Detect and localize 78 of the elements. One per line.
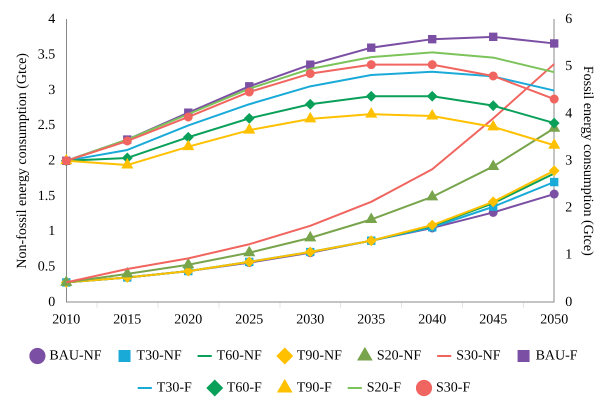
x-tick-label: 2050 bbox=[540, 312, 568, 328]
point bbox=[244, 87, 254, 96]
legend-label: S20-NF bbox=[376, 348, 422, 364]
x-tick-label: 2040 bbox=[418, 312, 446, 328]
legend-label: T30-NF bbox=[136, 348, 182, 364]
y2-axis-title: Fossil energy consumption (Gtce) bbox=[580, 66, 595, 256]
x-tick-label: 2035 bbox=[357, 312, 386, 328]
point bbox=[244, 124, 255, 134]
point bbox=[548, 139, 560, 149]
point bbox=[488, 71, 498, 80]
point bbox=[304, 232, 316, 242]
y2-tick-label: 5 bbox=[565, 59, 572, 74]
y-tick-label: 3 bbox=[48, 82, 56, 98]
point bbox=[304, 112, 316, 122]
y-tick-label: 0 bbox=[48, 294, 56, 310]
legend-label: S30-F bbox=[436, 380, 470, 396]
y-tick-label: 2 bbox=[48, 153, 56, 168]
point bbox=[182, 140, 194, 150]
point bbox=[488, 196, 498, 207]
point bbox=[550, 94, 559, 104]
x-tick-label: 2025 bbox=[235, 312, 264, 328]
point bbox=[427, 91, 438, 102]
legend-label: T30-F bbox=[156, 380, 192, 396]
point bbox=[244, 113, 254, 124]
point bbox=[366, 60, 376, 70]
y-tick-label: 4 bbox=[48, 12, 56, 28]
point bbox=[366, 108, 377, 118]
point bbox=[428, 60, 437, 70]
y2-tick-label: 6 bbox=[565, 12, 572, 28]
point bbox=[306, 69, 315, 78]
legend-label: BAU-NF bbox=[49, 348, 102, 364]
y2-tick-label: 2 bbox=[565, 200, 572, 216]
legend-label: BAU-F bbox=[536, 348, 578, 364]
point bbox=[549, 118, 560, 128]
point bbox=[427, 220, 438, 230]
point bbox=[244, 246, 255, 256]
x-tick-label: 2045 bbox=[479, 312, 508, 328]
point bbox=[488, 100, 498, 111]
point bbox=[426, 190, 438, 200]
legend-label: T60-NF bbox=[216, 348, 262, 364]
legend-label: T90-NF bbox=[296, 348, 342, 364]
point bbox=[184, 112, 193, 122]
x-tick-label: 2020 bbox=[174, 312, 202, 328]
y-tick-label: 3.5 bbox=[38, 47, 56, 62]
point bbox=[182, 258, 194, 268]
y2-tick-label: 1 bbox=[565, 248, 572, 263]
point bbox=[122, 159, 133, 169]
point bbox=[367, 44, 376, 52]
x-tick-label: 2030 bbox=[296, 312, 324, 328]
point bbox=[489, 32, 498, 42]
point bbox=[366, 213, 377, 223]
y-tick-label: 1.5 bbox=[38, 188, 56, 204]
point bbox=[305, 99, 316, 110]
y2-tick-label: 4 bbox=[565, 106, 572, 122]
point bbox=[428, 35, 436, 44]
x-tick-label: 2010 bbox=[52, 312, 80, 328]
point bbox=[122, 268, 133, 278]
legend-label: T60-F bbox=[226, 380, 262, 396]
point bbox=[550, 178, 558, 186]
point bbox=[488, 120, 499, 130]
point bbox=[426, 110, 438, 120]
legend-label: S30-NF bbox=[456, 348, 501, 364]
y-tick-label: 0.5 bbox=[38, 260, 56, 275]
point bbox=[366, 91, 376, 102]
x-tick-label: 2015 bbox=[113, 312, 142, 328]
y-tick-label: 1 bbox=[48, 224, 56, 240]
y2-tick-label: 0 bbox=[565, 294, 572, 310]
y-tick-label: 2.5 bbox=[38, 118, 56, 134]
point bbox=[550, 39, 558, 48]
y-axis-title: Non-fossil energy consumption (Gtce) bbox=[15, 52, 30, 269]
point bbox=[306, 60, 314, 69]
legend-label: T90-F bbox=[296, 380, 332, 396]
y2-tick-label: 3 bbox=[565, 153, 572, 168]
legend-label: S20-F bbox=[366, 380, 402, 396]
point bbox=[183, 132, 194, 142]
point bbox=[550, 190, 559, 199]
point bbox=[549, 166, 560, 176]
point bbox=[488, 160, 499, 170]
